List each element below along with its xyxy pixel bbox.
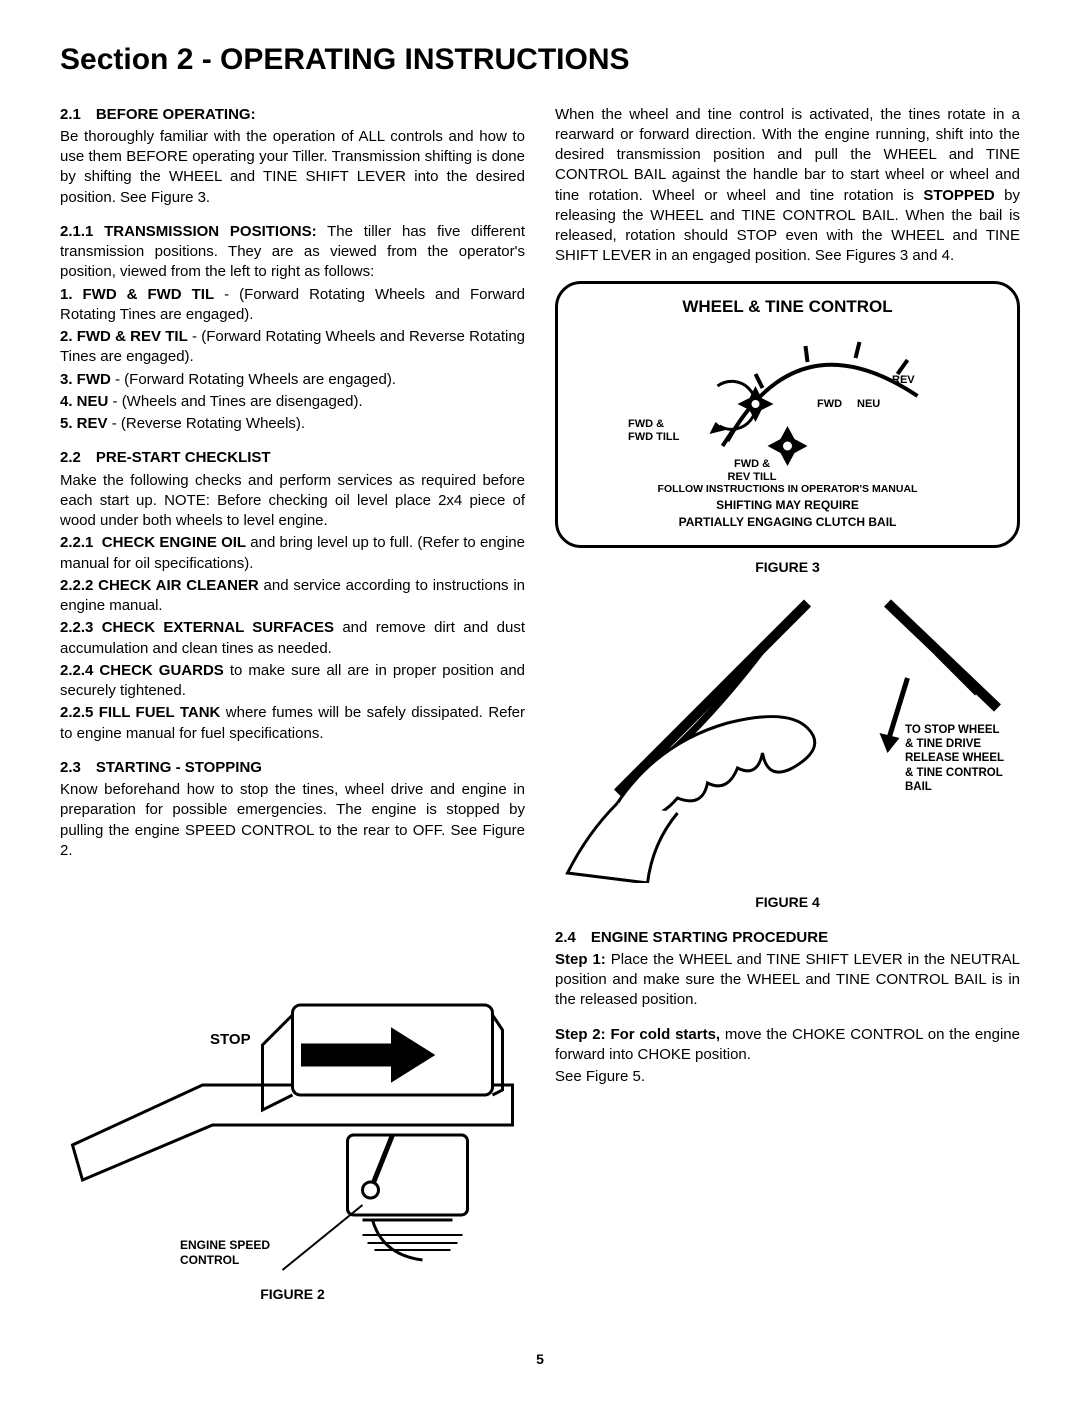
heading-2-1-1: 2.1.1 TRANSMISSION POSITIONS: — [60, 223, 317, 240]
fig3-label-fwdfwd: FWD & FWD TILL — [628, 418, 684, 442]
fig3-label-rev: REV — [892, 374, 915, 386]
figure-2-svg — [60, 875, 525, 1275]
heading-2-1: 2.1 BEFORE OPERATING: — [60, 106, 256, 123]
right-intro-bold: STOPPED — [923, 187, 994, 204]
figure-3: WHEEL & TINE CONTROL — [555, 281, 1020, 577]
fig2-control-label: ENGINE SPEED CONTROL — [180, 1238, 290, 1267]
fig3-svg — [572, 326, 1003, 476]
heading-2-4: 2.4 ENGINE STARTING PROCEDURE — [555, 929, 828, 946]
fig3-label-fwdrev: FWD & REV TILL — [722, 458, 782, 482]
heading-2-2-1: 2.2.1 CHECK ENGINE OIL — [60, 534, 246, 551]
section-title: Section 2 - OPERATING INSTRUCTIONS — [60, 40, 1020, 81]
heading-2-2-3: 2.2.3 CHECK EXTERNAL SURFACES — [60, 619, 334, 636]
pos1-head: 1. FWD & FWD TIL — [60, 286, 214, 303]
fig3-bottom1: FOLLOW INSTRUCTIONS IN OPERATOR'S MANUAL — [572, 482, 1003, 497]
fig2-stop-label: STOP — [210, 1031, 251, 1049]
left-column: 2.1 BEFORE OPERATING: Be thoroughly fami… — [60, 105, 525, 1320]
pos4-body: - (Wheels and Tines are disengaged). — [108, 393, 362, 410]
pos3-body: - (Forward Rotating Wheels are engaged). — [111, 371, 396, 388]
figure-2: STOP ENGINE SPEED CONTROL — [60, 875, 525, 1275]
pos4-head: 4. NEU — [60, 393, 108, 410]
step2-ref: See Figure 5. — [555, 1067, 1020, 1087]
fig4-label: TO STOP WHEEL & TINE DRIVE RELEASE WHEEL… — [905, 723, 1010, 795]
heading-2-2-4: 2.2.4 CHECK GUARDS — [60, 662, 224, 679]
fig3-bottom3: PARTIALLY ENGAGING CLUTCH BAIL — [572, 514, 1003, 531]
pos2-head: 2. FWD & REV TIL — [60, 328, 188, 345]
body-2-1: Be thoroughly familiar with the operatio… — [60, 127, 525, 208]
body-2-2: Make the following checks and perform se… — [60, 471, 525, 532]
step1-head: Step 1: — [555, 951, 606, 968]
pos5-head: 5. REV — [60, 415, 108, 432]
figure-4-caption: FIGURE 4 — [555, 893, 1020, 912]
pos5-body: - (Reverse Rotating Wheels). — [108, 415, 306, 432]
heading-2-2-5: 2.2.5 FILL FUEL TANK — [60, 704, 220, 721]
figure-2-caption: FIGURE 2 — [60, 1285, 525, 1304]
heading-2-3: 2.3 STARTING - STOPPING — [60, 759, 262, 776]
figure-4: TO STOP WHEEL & TINE DRIVE RELEASE WHEEL… — [555, 593, 1020, 883]
pos3-head: 3. FWD — [60, 371, 111, 388]
heading-2-2: 2.2 PRE-START CHECKLIST — [60, 449, 271, 466]
fig3-title: WHEEL & TINE CONTROL — [572, 296, 1003, 319]
body-2-3: Know beforehand how to stop the tines, w… — [60, 780, 525, 861]
fig3-bottom2: SHIFTING MAY REQUIRE — [572, 497, 1003, 514]
step1-body: Place the WHEEL and TINE SHIFT LEVER in … — [555, 951, 1020, 1009]
page-number: 5 — [60, 1350, 1020, 1369]
fig3-label-neu: NEU — [857, 398, 880, 410]
figure-3-caption: FIGURE 3 — [555, 558, 1020, 577]
right-column: When the wheel and tine control is activ… — [555, 105, 1020, 1320]
heading-2-2-2: 2.2.2 CHECK AIR CLEANER — [60, 577, 259, 594]
step2-head: Step 2: For cold starts, — [555, 1026, 720, 1043]
fig3-label-fwd: FWD — [817, 398, 842, 410]
